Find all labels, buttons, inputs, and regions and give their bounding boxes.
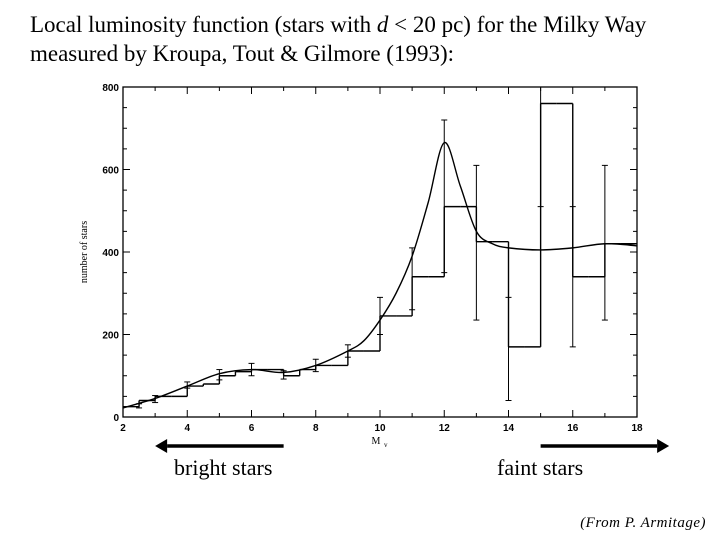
error-bar — [216, 369, 223, 381]
y-tick-label: 600 — [102, 166, 119, 177]
error-bar — [377, 296, 383, 335]
x-tick-label: 10 — [374, 423, 386, 434]
x-axis-label-subscript: v — [384, 441, 388, 449]
x-tick-label: 16 — [567, 423, 579, 434]
faint-stars-label: faint stars — [497, 455, 584, 480]
y-axis-label: number of stars — [79, 221, 90, 283]
y-tick-label: 800 — [102, 83, 119, 94]
chart-title: Local luminosity function (stars with d … — [30, 10, 700, 68]
x-tick-label: 4 — [184, 423, 190, 434]
y-tick-label: 0 — [113, 413, 119, 424]
plot-frame — [122, 86, 638, 418]
x-tick-label: 12 — [439, 423, 451, 434]
model-curve-line — [122, 141, 638, 409]
y-tick-label: 200 — [102, 331, 119, 342]
x-axis-label: M — [372, 436, 381, 447]
arrow-head — [155, 439, 168, 453]
x-tick-label: 8 — [313, 423, 319, 434]
model-curve — [122, 141, 638, 409]
title-variable: d — [376, 12, 389, 37]
arrow-head — [657, 439, 670, 453]
title-text-post: < 20 pc) for the Milky Way measured by K… — [30, 12, 647, 66]
error-bars — [136, 87, 608, 409]
error-bar — [505, 296, 512, 401]
histogram — [123, 102, 637, 408]
chart-axes: 2 4 6 8 10 12 14 16 18 0 200 400 600 800 M v number of s… — [79, 83, 643, 449]
credit-text: (From P. Armitage) — [580, 515, 706, 531]
x-tick-label: 14 — [503, 423, 515, 434]
faint-arrow — [540, 439, 670, 453]
x-tick-label: 18 — [631, 423, 643, 434]
bright-arrow — [155, 439, 284, 453]
title-text-pre: Local luminosity function (stars with — [30, 12, 377, 37]
error-bar — [537, 87, 544, 208]
error-bar — [601, 164, 608, 321]
bright-stars-label: bright stars — [174, 455, 273, 480]
error-bar — [441, 119, 448, 274]
error-bar — [473, 164, 480, 321]
direction-arrows — [155, 439, 670, 453]
x-tick-label: 6 — [249, 423, 255, 434]
error-bar — [569, 206, 576, 348]
error-bar — [184, 381, 191, 389]
x-tick-label: 2 — [120, 423, 126, 434]
y-tick-label: 400 — [102, 248, 119, 259]
